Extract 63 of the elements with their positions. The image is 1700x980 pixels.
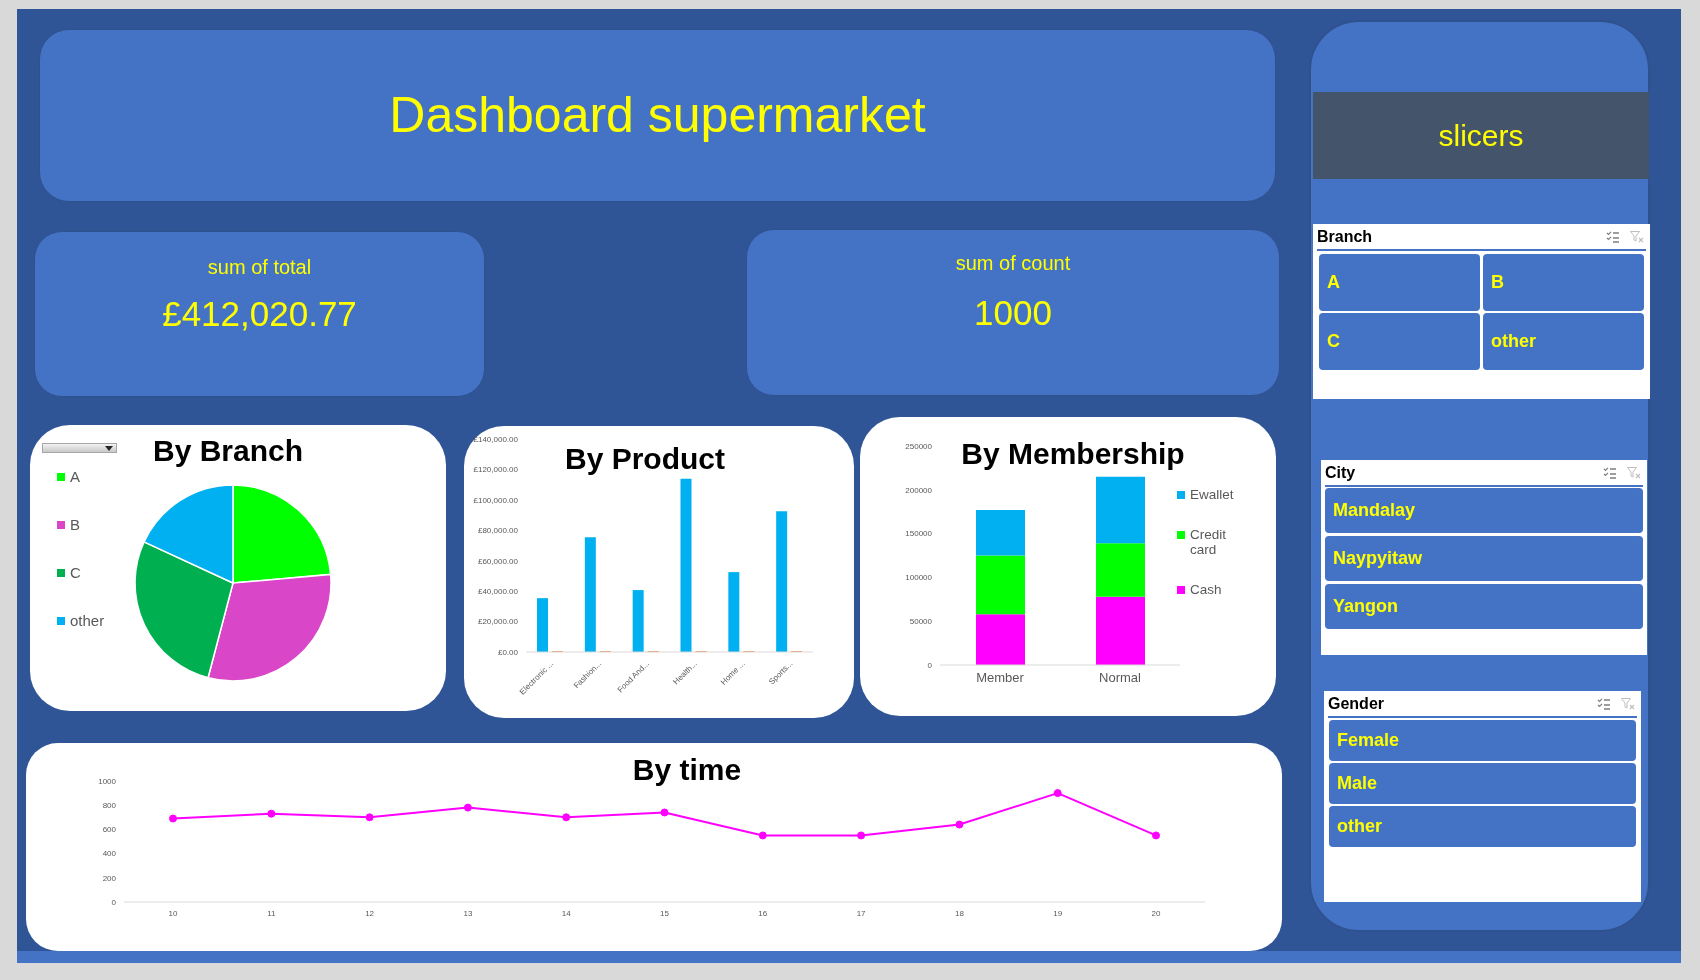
y-tick-label: £40,000.00: [477, 586, 519, 596]
x-tick-label: 11: [267, 908, 276, 918]
slicer-button: Female: [1329, 720, 1636, 761]
slicer-button: C: [1319, 313, 1480, 370]
y-tick-label: 0: [927, 660, 933, 670]
slicer-button: B: [1483, 254, 1644, 311]
x-tick-label: 13: [463, 908, 473, 918]
x-tick-label: 18: [954, 908, 965, 918]
chart-title: By time: [632, 753, 742, 786]
x-tick-label: Member: [976, 670, 1025, 686]
text: Branch: [1317, 228, 1373, 245]
text: slicers: [1438, 118, 1524, 153]
slicer-button: Mandalay: [1325, 488, 1643, 533]
text: Gender: [1328, 695, 1385, 712]
y-tick-label: 50000: [909, 617, 933, 627]
text: sum of total: [207, 256, 312, 278]
x-tick-label: 20: [1151, 908, 1161, 918]
x-tick-label: Normal: [1099, 670, 1142, 686]
chart-title: By Product: [564, 442, 726, 475]
x-tick-label: 19: [1053, 908, 1063, 918]
text: Dashboard supermarket: [389, 87, 926, 143]
y-tick-label: £100,000.00: [473, 495, 519, 505]
legend-label: Credit card: [1190, 527, 1227, 557]
legend-label: C: [70, 564, 81, 581]
legend-label: A: [70, 468, 81, 485]
slicer-button: A: [1319, 254, 1480, 311]
slicer-button: Naypyitaw: [1325, 536, 1643, 581]
x-tick-label: 14: [561, 908, 572, 918]
legend-label: B: [70, 516, 81, 533]
chart-title: By Branch: [152, 434, 304, 467]
y-tick-label: £120,000.00: [473, 465, 519, 475]
legend-label: Ewallet: [1190, 487, 1234, 502]
slicer-button: Male: [1329, 763, 1636, 804]
y-tick-label: 1000: [98, 776, 117, 786]
text: sum of count: [955, 252, 1071, 274]
y-tick-label: £0.00: [497, 647, 519, 657]
y-tick-label: 200000: [905, 485, 933, 495]
slicer-button: other: [1483, 313, 1644, 370]
y-tick-label: 100000: [905, 573, 933, 583]
y-tick-label: 150000: [905, 529, 933, 539]
legend-label: Cash: [1190, 582, 1222, 597]
y-tick-label: 400: [102, 849, 117, 859]
y-tick-label: 600: [102, 825, 117, 835]
y-tick-label: £140,000.00: [473, 434, 519, 444]
x-tick-label: 10: [168, 908, 178, 918]
text: £412,020.77: [162, 294, 357, 333]
y-tick-label: 200: [102, 873, 117, 883]
y-tick-label: 800: [102, 801, 117, 811]
x-tick-label: 12: [365, 908, 375, 918]
slicer-button: other: [1329, 806, 1636, 847]
y-tick-label: £60,000.00: [477, 556, 519, 566]
text: City: [1325, 464, 1356, 481]
x-tick-label: 17: [856, 908, 867, 918]
legend-label: other: [70, 612, 105, 629]
chart-title: By Membership: [961, 437, 1185, 470]
text: 1000: [974, 293, 1052, 332]
y-tick-label: £20,000.00: [477, 617, 519, 627]
y-tick-label: 0: [111, 897, 117, 907]
y-tick-label: 250000: [905, 441, 933, 451]
y-tick-label: £80,000.00: [477, 526, 519, 536]
x-tick-label: 16: [758, 908, 768, 918]
slicer-button: Yangon: [1325, 584, 1643, 629]
x-tick-label: 15: [660, 908, 670, 918]
